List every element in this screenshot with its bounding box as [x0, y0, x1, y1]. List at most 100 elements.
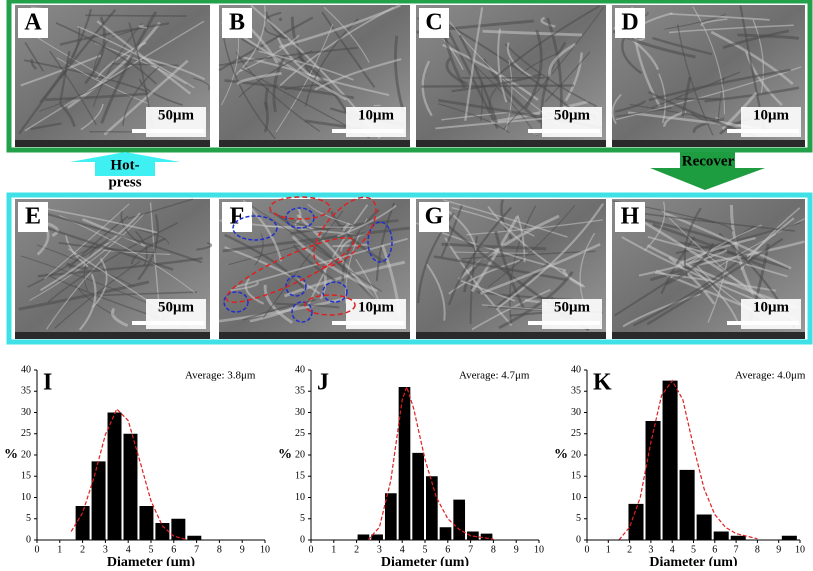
- scale-label: 50μm: [158, 299, 195, 315]
- x-tick-label: 0: [309, 544, 314, 555]
- x-tick-label: 8: [755, 544, 760, 555]
- annotation: Average: 3.8μm: [185, 370, 256, 382]
- bar: [92, 461, 106, 540]
- annotation: Average: 4.7μm: [459, 370, 530, 382]
- bar: [108, 413, 122, 541]
- y-tick-label: 25: [295, 428, 305, 439]
- bar: [714, 532, 729, 541]
- x-tick-label: 5: [423, 544, 428, 555]
- x-tick-label: 9: [514, 544, 519, 555]
- x-tick-label: 7: [468, 544, 473, 555]
- y-tick-label: 40: [295, 364, 305, 375]
- y-axis-label: %: [4, 447, 18, 462]
- info-strip: [416, 140, 606, 147]
- y-tick-label: 15: [295, 471, 305, 482]
- bar: [385, 493, 397, 540]
- x-tick-label: 4: [670, 544, 675, 555]
- bar: [782, 536, 797, 540]
- y-tick-label: 20: [295, 449, 305, 460]
- bar: [187, 536, 201, 540]
- bar: [440, 527, 452, 540]
- info-strip: [15, 332, 210, 339]
- x-axis-label: Diameter (μm): [107, 555, 195, 566]
- bar: [76, 506, 90, 540]
- x-tick-label: 2: [627, 544, 632, 555]
- panel-label: J: [317, 370, 329, 396]
- x-tick-label: 8: [491, 544, 496, 555]
- hot-press-1: Hot-: [110, 157, 139, 173]
- y-tick-label: 5: [26, 513, 31, 524]
- scale-label: 10μm: [358, 299, 395, 315]
- y-tick-label: 15: [21, 471, 31, 482]
- bar: [731, 536, 746, 540]
- y-tick-label: 30: [571, 407, 581, 418]
- y-tick-label: 10: [295, 492, 305, 503]
- x-tick-label: 10: [795, 544, 805, 555]
- x-tick-label: 9: [776, 544, 781, 555]
- x-tick-label: 7: [734, 544, 739, 555]
- x-tick-label: 8: [217, 544, 222, 555]
- y-tick-label: 40: [571, 364, 581, 375]
- y-tick-label: 20: [21, 449, 31, 460]
- y-tick-label: 20: [571, 449, 581, 460]
- y-tick-label: 25: [21, 428, 31, 439]
- x-tick-label: 1: [57, 544, 62, 555]
- bar: [481, 534, 493, 540]
- y-tick-label: 5: [576, 513, 581, 524]
- x-tick-label: 4: [126, 544, 131, 555]
- x-axis-label: Diameter (μm): [381, 555, 469, 566]
- panel-label: E: [25, 204, 41, 230]
- y-tick-label: 35: [571, 386, 581, 397]
- bar: [663, 381, 678, 540]
- x-tick-label: 1: [331, 544, 336, 555]
- texture: [421, 86, 574, 87]
- info-strip: [612, 140, 805, 147]
- bar: [628, 504, 643, 540]
- x-tick-label: 6: [171, 544, 176, 555]
- scale-label: 50μm: [158, 107, 195, 123]
- y-tick-label: 35: [295, 386, 305, 397]
- x-tick-label: 5: [691, 544, 696, 555]
- y-tick-label: 40: [21, 364, 31, 375]
- recover-label: Recover: [682, 153, 735, 169]
- y-axis-label: %: [278, 447, 292, 462]
- x-tick-label: 0: [35, 544, 40, 555]
- y-tick-label: 30: [295, 407, 305, 418]
- x-tick-label: 7: [194, 544, 199, 555]
- x-tick-label: 0: [585, 544, 590, 555]
- panel-label: C: [425, 10, 442, 36]
- y-tick-label: 15: [571, 471, 581, 482]
- x-tick-label: 9: [240, 544, 245, 555]
- y-tick-label: 0: [300, 534, 305, 545]
- bar: [412, 453, 424, 540]
- panel-label: H: [621, 204, 640, 230]
- x-tick-label: 1: [606, 544, 611, 555]
- x-tick-label: 2: [354, 544, 359, 555]
- x-tick-label: 10: [260, 544, 270, 555]
- bar: [358, 534, 370, 540]
- scale-label: 50μm: [554, 299, 591, 315]
- x-tick-label: 3: [648, 544, 653, 555]
- y-tick-label: 0: [576, 534, 581, 545]
- hot-press-2: press: [108, 174, 141, 190]
- panel-label: B: [229, 10, 245, 36]
- x-tick-label: 2: [80, 544, 85, 555]
- x-tick-label: 10: [534, 544, 544, 555]
- x-axis-label: Diameter (μm): [649, 555, 737, 566]
- bar: [680, 470, 695, 540]
- y-tick-label: 0: [26, 534, 31, 545]
- bar: [453, 500, 465, 540]
- bar: [697, 515, 712, 541]
- info-strip: [219, 332, 410, 339]
- bar: [399, 387, 411, 540]
- y-tick-label: 10: [21, 492, 31, 503]
- texture: [85, 15, 187, 16]
- x-tick-label: 3: [103, 544, 108, 555]
- y-tick-label: 25: [571, 428, 581, 439]
- y-tick-label: 35: [21, 386, 31, 397]
- x-tick-label: 6: [445, 544, 450, 555]
- info-strip: [219, 140, 410, 147]
- info-strip: [612, 332, 805, 339]
- y-axis-label: %: [554, 447, 568, 462]
